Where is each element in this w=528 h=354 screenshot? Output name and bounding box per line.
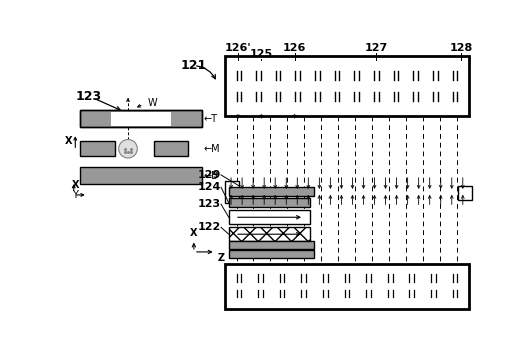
Text: 126': 126'	[225, 43, 251, 53]
Text: X: X	[72, 180, 80, 190]
Bar	[80, 167, 202, 184]
Text: ←T: ←T	[204, 114, 218, 124]
Bar	[225, 56, 469, 116]
Bar	[229, 198, 310, 207]
Text: 126: 126	[283, 43, 306, 53]
Bar	[229, 250, 314, 258]
Bar	[458, 186, 472, 200]
Text: 121: 121	[181, 59, 207, 73]
Text: W: W	[147, 98, 157, 108]
Text: ←M: ←M	[204, 144, 221, 154]
Bar	[111, 112, 172, 126]
Text: 129: 129	[197, 170, 221, 180]
Text: X: X	[65, 136, 72, 146]
Bar	[229, 241, 314, 249]
Text: 123: 123	[198, 199, 221, 209]
Text: Z: Z	[217, 253, 224, 263]
Bar	[225, 181, 239, 202]
Text: 124: 124	[197, 182, 221, 192]
Text: 128: 128	[450, 43, 473, 53]
Bar	[229, 210, 310, 224]
Bar	[154, 141, 188, 156]
Text: X: X	[190, 228, 197, 238]
Bar	[229, 227, 310, 241]
Bar	[80, 110, 202, 127]
Text: 123: 123	[76, 90, 101, 103]
Text: ←B: ←B	[204, 171, 219, 181]
Circle shape	[119, 139, 137, 158]
Bar	[229, 187, 314, 196]
Bar	[80, 141, 115, 156]
Bar	[80, 110, 202, 127]
Text: 125: 125	[250, 50, 273, 59]
Text: 122: 122	[198, 222, 221, 232]
Text: 127: 127	[364, 43, 388, 53]
Bar	[225, 264, 469, 309]
Text: Y: Y	[72, 190, 78, 200]
